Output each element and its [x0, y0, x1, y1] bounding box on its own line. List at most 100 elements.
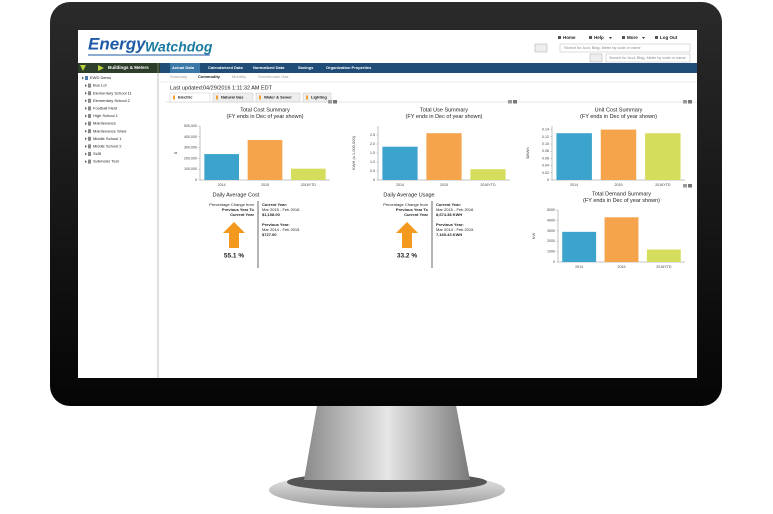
search-placeholder: Search for Acct, Bldg, Meter by code or …: [609, 56, 686, 60]
commodity-tab-label[interactable]: Electric: [178, 95, 193, 100]
chart-icon[interactable]: [683, 184, 687, 188]
y-tick-label: 0.08: [542, 149, 549, 153]
header-link[interactable]: More: [627, 35, 638, 40]
bar: [470, 169, 506, 180]
bar: [426, 133, 462, 180]
commodity-tab[interactable]: [302, 92, 332, 103]
bar: [204, 154, 239, 180]
tree-item[interactable]: SUB: [93, 151, 102, 156]
header-link[interactable]: Log Out: [660, 35, 678, 40]
tree-item[interactable]: Elementary School 2: [93, 98, 131, 103]
caret: [609, 37, 612, 39]
sub-tab[interactable]: Summary: [170, 74, 187, 79]
panel-title: Daily Average Usage: [383, 192, 434, 198]
tree-icon: [88, 91, 91, 96]
change-text: Previous Year To: [222, 207, 255, 212]
chart-icon[interactable]: [328, 100, 332, 104]
chart-title: Total Cost Summary: [240, 107, 290, 113]
sidebar-arrow: [98, 65, 104, 71]
change-text: Current Year: [404, 212, 428, 217]
nav-tab[interactable]: Organization Properties: [326, 65, 372, 70]
tree-item[interactable]: Elementary School 11: [93, 90, 133, 95]
search-box[interactable]: [559, 43, 691, 53]
nav-tab[interactable]: Calendarized Data: [208, 65, 243, 70]
y-tick-label: 0.12: [542, 135, 549, 139]
chart-subtitle: (FY ends in Dec of year shown): [227, 114, 304, 120]
x-tick-label: 2016YTD: [655, 183, 671, 187]
previous-value: 7,169.43 KWH: [436, 232, 462, 237]
x-tick-label: 2014: [575, 265, 583, 269]
tree-item[interactable]: Maintenance Shed: [93, 128, 126, 133]
current-label: Current Year:: [262, 202, 287, 207]
tree-icon: [88, 114, 91, 118]
x-tick-label: 2015: [261, 183, 269, 187]
current-label: Current Year:: [436, 202, 461, 207]
y-tick-label: 2.5: [370, 133, 375, 137]
y-axis-label: KWH (x 1,000,000): [351, 135, 356, 170]
y-tick-label: 200,000: [184, 156, 197, 160]
nav-tab[interactable]: Normalized Data: [253, 65, 285, 70]
tree-item[interactable]: Middle School 2: [93, 143, 122, 148]
tree-toggle: [85, 137, 87, 141]
bar: [556, 133, 592, 180]
tree-item[interactable]: Bus Lot: [93, 83, 107, 88]
sub-tab[interactable]: Monthly: [232, 74, 246, 79]
change-text: Current Year: [230, 212, 254, 217]
tree-icon: [88, 106, 91, 111]
bar: [646, 249, 681, 262]
commodity-tab-label[interactable]: Natural Gas: [221, 95, 244, 100]
chart-icon[interactable]: [508, 100, 512, 104]
previous-period: Mar 2014 - Feb 2015: [436, 227, 474, 232]
caret: [642, 37, 645, 39]
tree-icon: [88, 152, 91, 156]
chart-icon[interactable]: [688, 100, 692, 104]
header-link[interactable]: Help: [594, 35, 604, 40]
y-axis-label: $/kWh: [525, 147, 530, 158]
tree-toggle: [85, 91, 87, 95]
tree-icon: [88, 144, 91, 149]
y-tick-label: 1.5: [370, 151, 375, 155]
sub-tab[interactable]: Greenhouse Gas: [258, 74, 288, 79]
search-button[interactable]: [589, 53, 603, 63]
nav-tab[interactable]: Actual Data: [172, 65, 195, 70]
tree-item[interactable]: Middle School 1: [93, 136, 122, 141]
current-period: Mar 2015 - Feb 2016: [262, 207, 300, 212]
commodity-tab[interactable]: [255, 92, 301, 103]
tree-item[interactable]: EWD Demo: [90, 75, 112, 80]
sub-tab[interactable]: Commodity: [198, 74, 221, 79]
tree-toggle: [85, 106, 87, 110]
x-tick-label: 2016YTD: [656, 265, 672, 269]
y-tick-label: 500,000: [184, 124, 197, 128]
chart-icon[interactable]: [513, 100, 517, 104]
y-tick-label: 4000: [547, 218, 555, 222]
previous-value: $727.00: [262, 232, 277, 237]
commodity-tab-label[interactable]: Lighting: [311, 95, 327, 100]
y-tick-label: 0: [547, 178, 549, 182]
tree-item[interactable]: High School 1: [93, 113, 119, 118]
percent-change: 33.2 %: [397, 253, 417, 260]
search-box[interactable]: [605, 53, 691, 63]
commodity-tab-label[interactable]: Water & Sewer: [264, 95, 292, 100]
y-tick-label: 0.04: [542, 164, 549, 168]
search-button[interactable]: [534, 43, 548, 53]
tree-toggle: [85, 160, 87, 164]
tree-toggle: [85, 144, 87, 148]
tree-item[interactable]: Maintenance: [93, 121, 117, 126]
current-period: Mar 2015 - Feb 2016: [436, 207, 474, 212]
chart-subtitle: (FY ends in Dec of year shown): [580, 114, 657, 120]
tree-icon: [88, 136, 91, 141]
tree-item[interactable]: Football Field: [93, 105, 117, 110]
nav-tab[interactable]: Savings: [298, 65, 314, 70]
commodity-tab[interactable]: [169, 92, 211, 103]
tree-item[interactable]: Submeter Test: [93, 159, 120, 164]
chart-icon[interactable]: [333, 100, 337, 104]
chart-icon[interactable]: [683, 100, 687, 104]
x-tick-label: 2015: [615, 183, 623, 187]
link-icon: [655, 36, 658, 39]
chart-icon[interactable]: [688, 184, 692, 188]
commodity-tab[interactable]: [212, 92, 254, 103]
header-link[interactable]: Home: [563, 35, 576, 40]
commodity-icon: [306, 95, 308, 100]
y-tick-label: 1000: [547, 250, 555, 254]
nav-bar: [160, 63, 697, 73]
